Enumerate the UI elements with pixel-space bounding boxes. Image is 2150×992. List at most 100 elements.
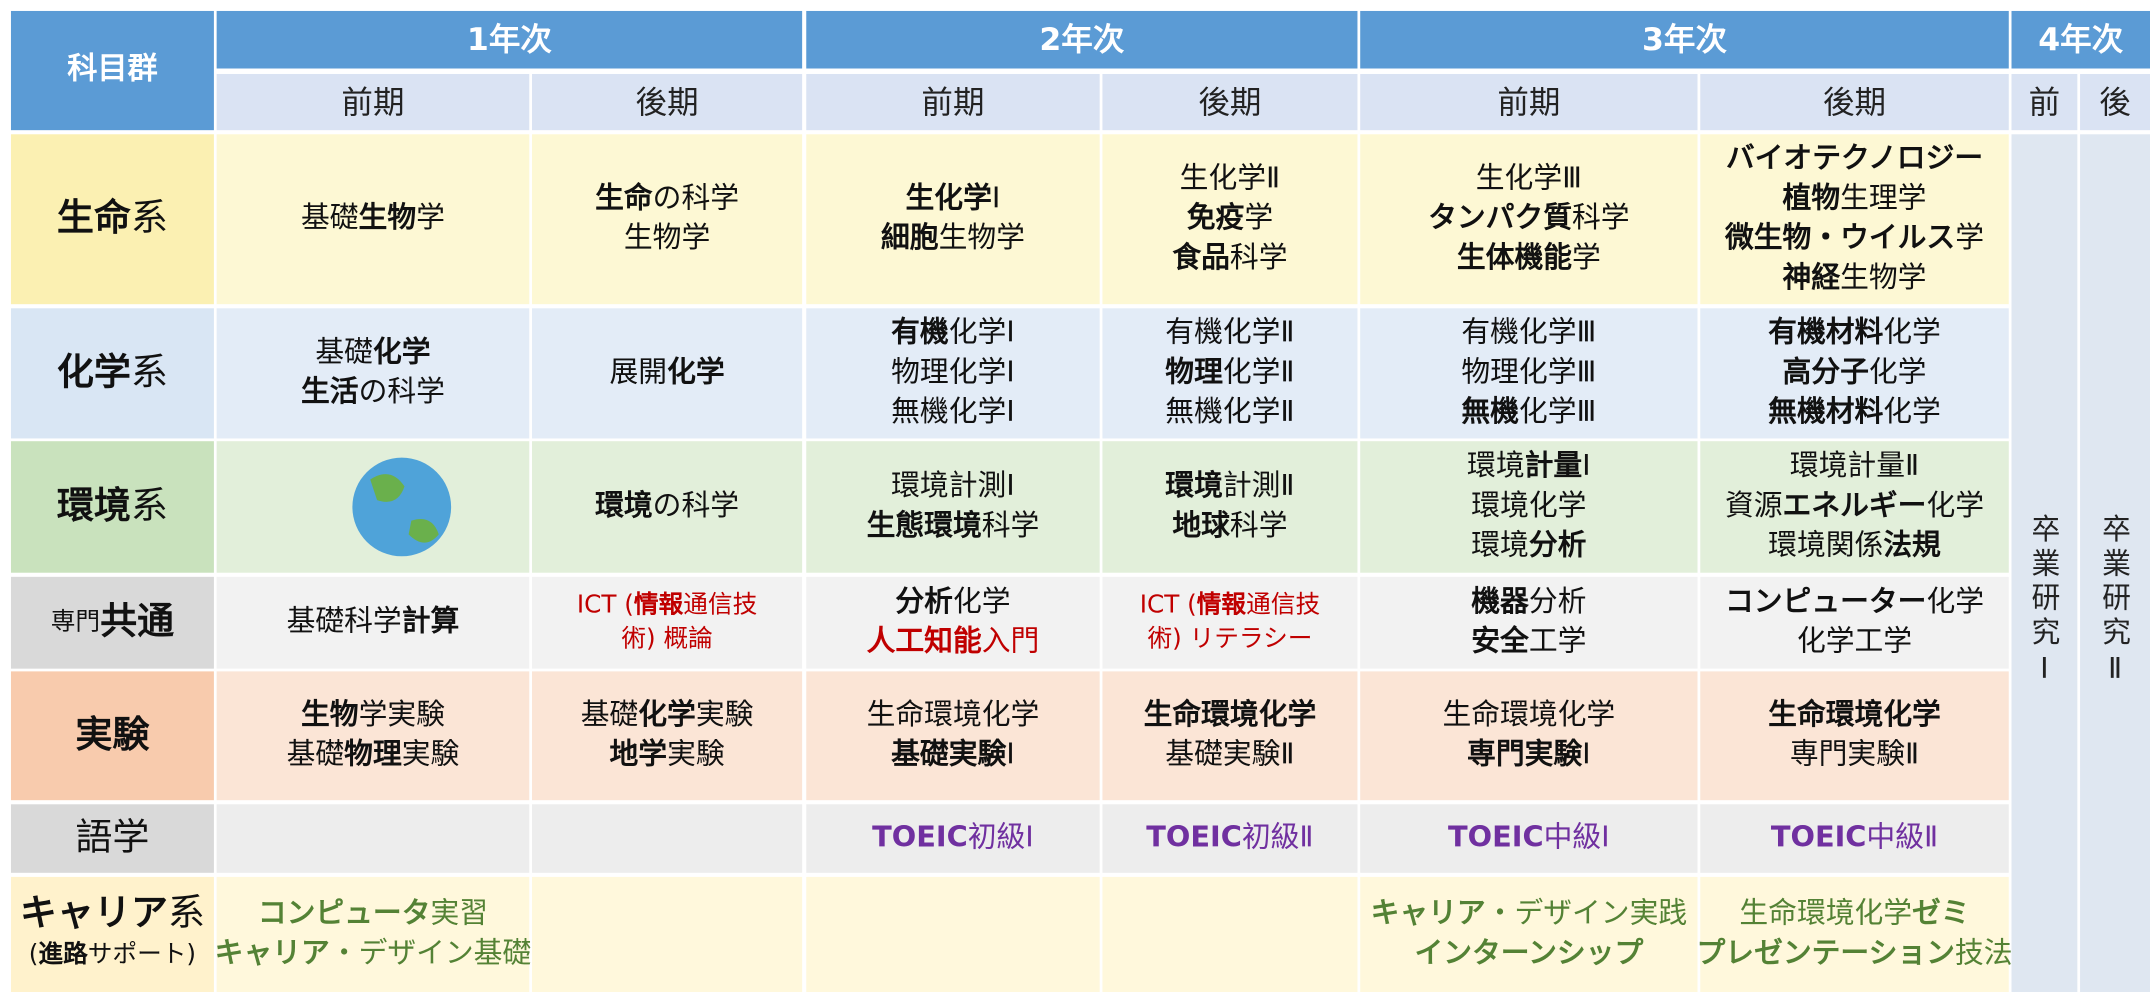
course-cell <box>532 441 803 573</box>
text-segment: 学 <box>1244 200 1273 234</box>
text-segment: 化学工学 <box>1797 624 1912 658</box>
year4-cell <box>2080 134 2150 992</box>
text-segment: 化学Ⅰ <box>949 315 1015 349</box>
text-segment: 化学 <box>638 697 696 731</box>
text-segment: 生命環境化学 <box>1739 896 1912 930</box>
text-segment: 初級Ⅰ <box>968 820 1034 854</box>
cell-line: 生体機能学 <box>1457 240 1601 274</box>
text-segment: 生化学Ⅱ <box>1180 161 1281 195</box>
cell-line: 生命環境化学 <box>1144 697 1317 731</box>
text-segment: 環境関係 <box>1768 528 1883 562</box>
course-cell <box>1360 308 1698 439</box>
text-segment: 有機化学Ⅲ <box>1461 315 1596 349</box>
text-segment: 科学 <box>1230 240 1288 274</box>
text-segment: プレゼンテーション <box>1697 935 1955 969</box>
course-cell <box>1360 671 1698 801</box>
cell-line: TOEIC初級Ⅰ <box>872 820 1034 854</box>
text-segment: 環境化学 <box>1471 488 1586 522</box>
text-segment: 法規 <box>1883 528 1941 562</box>
text-segment: の科学 <box>653 488 739 522</box>
text-segment: 生物学 <box>939 220 1025 254</box>
cell-line: 環境の科学 <box>595 488 739 522</box>
course-cell <box>1102 804 1358 873</box>
cell-line: 生物学実験 <box>301 697 445 731</box>
cell-line: 分析化学 <box>895 584 1010 618</box>
row-label-cell <box>10 134 214 305</box>
cell-line: キャリア・デザイン実践 <box>1371 896 1688 930</box>
text-segment: 実験 <box>696 697 754 731</box>
course-cell <box>1360 576 1698 669</box>
cell-line: 無機材料化学 <box>1768 394 1941 428</box>
text-segment: 展開 <box>610 354 668 388</box>
cell-line: 資源エネルギー化学 <box>1725 488 1984 522</box>
text-segment: 科学 <box>1572 200 1630 234</box>
course-cell <box>806 576 1100 669</box>
text-segment: 実験 <box>402 737 460 771</box>
text-segment: 環境 <box>1165 468 1223 502</box>
text-segment: 生化学Ⅲ <box>1476 161 1582 195</box>
text-segment: 高分子 <box>1783 354 1869 388</box>
year-label: 1年次 <box>467 22 552 58</box>
year-header <box>2011 10 2150 69</box>
cell-line: 環境分析 <box>1471 528 1586 562</box>
text-segment: の科学 <box>653 180 739 214</box>
cell-line: キャリア・デザイン基礎 <box>215 935 532 969</box>
text-segment: 通信技 <box>1246 590 1320 619</box>
course-cell <box>806 876 1100 992</box>
cell-line: 生命環境化学 <box>1443 697 1616 731</box>
course-cell <box>216 134 530 305</box>
cell-line: 専門実験Ⅱ <box>1790 737 1919 771</box>
cell-line: 微生物・ウイルス学 <box>1724 220 1984 254</box>
text-segment: 免疫 <box>1187 200 1245 234</box>
row-label-cell <box>10 576 214 669</box>
cell-line: コンピューター化学 <box>1725 584 1984 618</box>
text-segment: 無機化学Ⅱ <box>1165 394 1294 428</box>
text-segment: エネルギー <box>1783 488 1927 522</box>
term-header <box>1102 73 1358 131</box>
text-segment: 生物学 <box>624 220 710 254</box>
cell-line: 基礎化学 <box>315 335 430 369</box>
year-header <box>216 10 803 69</box>
cell-line: バイオテクノロジー <box>1726 141 1983 175</box>
term-header <box>806 73 1100 131</box>
term-label: 前 <box>2029 85 2061 121</box>
cell-line: 地球科学 <box>1172 508 1287 542</box>
text-segment: 有機材料 <box>1768 315 1883 349</box>
text-segment: 計量 <box>1525 448 1583 482</box>
term-header <box>2080 73 2150 131</box>
course-cell <box>532 576 803 669</box>
text-segment: 化学 <box>1926 488 1984 522</box>
term-header <box>2011 73 2078 131</box>
text-segment: 分析 <box>1529 584 1587 618</box>
text-segment: 科学 <box>982 508 1040 542</box>
cell-line: 生態環境科学 <box>867 508 1040 542</box>
cell-line: TOEIC中級Ⅱ <box>1771 820 1938 854</box>
text-segment: 基礎実験 <box>891 737 1006 771</box>
text-segment: TOEIC <box>1448 820 1544 854</box>
cell-line: 神経生物学 <box>1783 260 1927 294</box>
term-label: 前期 <box>1497 85 1560 121</box>
text-segment: 術) リテラシー <box>1147 624 1312 653</box>
course-cell <box>1700 576 2009 669</box>
row-label-cell <box>10 671 214 801</box>
course-cell <box>806 134 1100 305</box>
course-cell <box>806 441 1100 573</box>
cell-line: 展開化学 <box>610 354 725 388</box>
text-segment: 生理学 <box>1840 180 1926 214</box>
row-label: 生命系 <box>57 196 168 239</box>
course-cell <box>806 308 1100 439</box>
course-cell <box>216 576 530 669</box>
text-segment: 生命環境化学 <box>1144 697 1317 731</box>
text-segment: 実験 <box>667 737 725 771</box>
text-segment: 術) 概論 <box>621 624 712 653</box>
course-cell <box>532 876 803 992</box>
year-label: 4年次 <box>2038 22 2123 58</box>
text-segment: 化学Ⅲ <box>1519 394 1596 428</box>
text-segment: 有機化学Ⅱ <box>1165 315 1294 349</box>
text-segment: の科学 <box>359 374 445 408</box>
text-segment: 化学Ⅱ <box>1223 354 1295 388</box>
term-label: 後期 <box>1198 85 1261 121</box>
text-segment: TOEIC <box>1146 820 1242 854</box>
cell-line: 生化学Ⅱ <box>1180 161 1281 195</box>
label-segment: 系 <box>131 483 168 526</box>
